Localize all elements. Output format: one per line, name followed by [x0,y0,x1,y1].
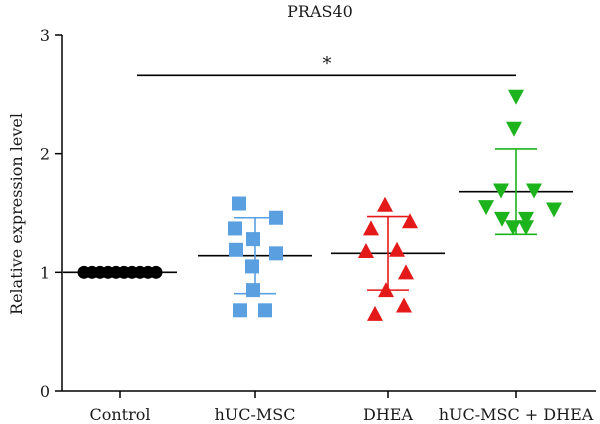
x-tick-label: hUC-MSC + DHEA [439,405,594,424]
chart-title: PRAS40 [287,2,353,21]
data-point [149,265,163,279]
significance-label: * [323,53,332,74]
data-point [258,303,272,318]
data-point [229,242,243,257]
plot-area: 0 1 2 3 Control hUC-MSC DHEA hUC-MSC + DHEA * [40,26,594,424]
data-point [526,183,542,199]
data-point [367,305,383,321]
data-point [245,259,259,274]
data-point [508,89,524,105]
data-point [478,200,494,216]
y-axis-label: Relative expression level [7,113,26,315]
data-point [246,283,260,298]
y-tick-label: 2 [40,145,50,164]
y-tick-label: 0 [40,382,50,401]
data-point [246,232,260,247]
x-tick-label: DHEA [363,405,413,424]
data-point [389,241,405,257]
data-point [494,211,510,227]
data-point [505,220,521,236]
data-point [402,213,418,229]
data-point [358,242,374,258]
data-point [518,211,534,227]
data-point [398,264,414,280]
x-tick-label: hUC-MSC [214,405,295,424]
data-point [377,196,393,212]
data-point [363,220,379,236]
y-tick-label: 1 [40,263,50,282]
data-point [546,202,562,218]
data-point [506,121,522,137]
data-point [233,303,247,318]
data-point [378,282,394,298]
data-point [269,246,283,261]
data-point [269,210,283,225]
data-point [232,196,246,211]
x-tick-label: Control [89,405,150,424]
data-point [228,221,242,236]
data-point [493,183,509,199]
data-point [518,220,534,236]
y-tick-label: 3 [40,26,50,45]
data-point [396,297,412,313]
